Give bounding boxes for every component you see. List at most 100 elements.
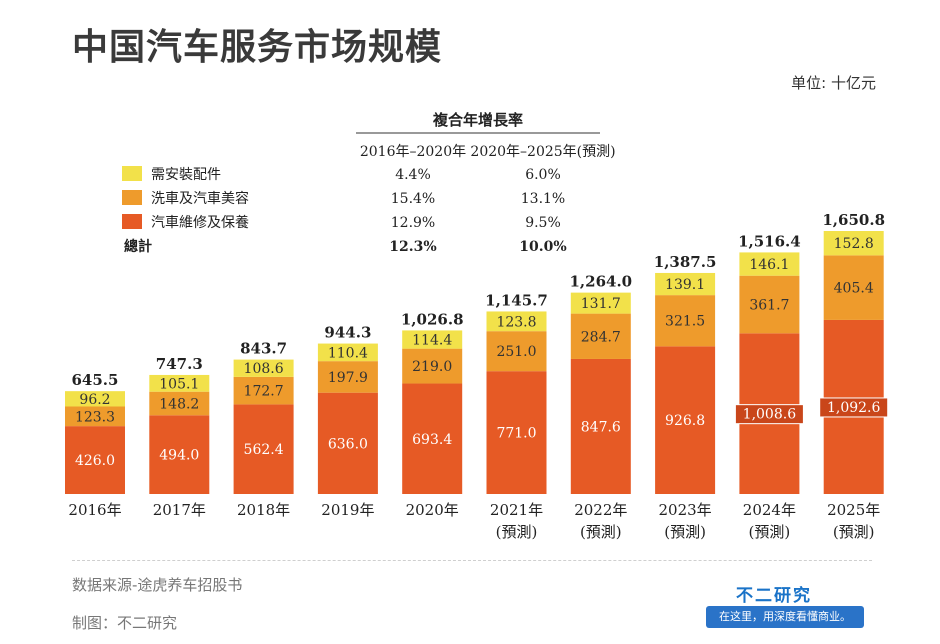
- divider: [72, 560, 872, 561]
- legend-label: 汽車維修及保養: [151, 214, 249, 231]
- bar-segment: [823, 231, 884, 256]
- data-label: 405.4: [834, 281, 874, 297]
- total-label: 1,264.0: [569, 273, 632, 291]
- bar-segment: [486, 311, 547, 332]
- data-label: 110.4: [328, 345, 368, 361]
- bar-segment: [655, 295, 716, 347]
- cagr-value: 10.0%: [519, 239, 566, 255]
- bar-segment: [486, 331, 547, 372]
- x-tick-label: 2022年: [574, 501, 627, 519]
- maker-note: 制图：不二研究: [72, 614, 178, 632]
- bar-segment: [655, 272, 716, 296]
- data-label: 251.0: [496, 344, 536, 360]
- data-label: 636.0: [328, 436, 368, 452]
- data-label: 847.6: [581, 419, 621, 435]
- data-label: 321.5: [665, 314, 705, 330]
- total-label: 944.3: [324, 324, 371, 342]
- data-label: 771.0: [496, 426, 536, 442]
- brand-logo: 不二研究: [736, 586, 812, 606]
- bar-segment: [317, 392, 378, 494]
- data-label: 146.1: [749, 257, 789, 273]
- data-label: 197.9: [328, 370, 368, 386]
- x-tick-label: 2023年: [659, 501, 712, 519]
- bar-segment: [570, 292, 631, 314]
- cagr-value: 13.1%: [521, 191, 565, 207]
- legend-label: 洗車及汽車美容: [151, 190, 249, 207]
- bar-segment: [402, 348, 463, 384]
- bar-segment: [317, 343, 378, 362]
- bar-segment: [149, 374, 210, 392]
- data-label: 426.0: [75, 453, 115, 469]
- bar-segment: [402, 330, 463, 349]
- brand-slogan: 在这里，用深度看懂商业。: [706, 606, 864, 628]
- x-tick-sublabel: (預測): [749, 523, 791, 541]
- cagr-col1-header: 2016年–2020年: [360, 144, 466, 160]
- bar-segment: [570, 358, 631, 494]
- total-label: 1,026.8: [401, 310, 464, 328]
- bar-segment: [149, 415, 210, 494]
- data-label: 219.0: [412, 359, 452, 375]
- bar-segment: [233, 404, 294, 494]
- data-label: 562.4: [244, 442, 284, 458]
- bar-segment: [65, 406, 125, 427]
- x-tick-label: 2019年: [321, 501, 374, 519]
- data-label-box: [819, 397, 889, 418]
- cagr-value: 15.4%: [391, 191, 435, 207]
- bar-segment: [65, 391, 125, 407]
- bar-segment: [655, 346, 716, 494]
- x-tick-label: 2018年: [237, 501, 290, 519]
- total-label: 747.3: [156, 355, 203, 373]
- data-label: 123.8: [496, 314, 536, 330]
- data-label: 114.4: [412, 333, 452, 349]
- bar-segment: [570, 313, 631, 359]
- data-label-box: [734, 404, 804, 425]
- total-label: 1,516.4: [738, 232, 801, 250]
- cagr-value: 6.0%: [525, 167, 561, 183]
- bar-segment: [739, 252, 800, 276]
- x-tick-label: 2025年: [827, 501, 880, 519]
- data-label: 284.7: [581, 329, 621, 345]
- page-title: 中国汽车服务市场规模: [72, 27, 443, 68]
- legend-swatch: [122, 166, 142, 181]
- cagr-header: 複合年增長率: [432, 111, 523, 129]
- total-label: 1,387.5: [654, 253, 717, 271]
- x-tick-sublabel: (預測): [664, 523, 706, 541]
- data-label: 96.2: [79, 392, 110, 408]
- data-label: 926.8: [665, 413, 705, 429]
- total-label: 1,145.7: [485, 291, 548, 309]
- data-label: 108.6: [244, 361, 284, 377]
- bar-segment: [233, 359, 294, 377]
- total-label: 1,650.8: [822, 211, 885, 229]
- bar-segment: [233, 376, 294, 405]
- cagr-value: 12.3%: [389, 239, 436, 255]
- data-label: 105.1: [159, 376, 199, 392]
- data-label: 693.4: [412, 432, 452, 448]
- data-label: 1,092.6: [827, 400, 881, 416]
- bar-segment: [149, 391, 210, 416]
- bar-segment: [65, 426, 125, 494]
- legend-label: 總計: [124, 238, 152, 255]
- total-label: 645.5: [72, 371, 119, 389]
- legend-label: 需安裝配件: [151, 167, 221, 183]
- data-label: 494.0: [159, 448, 199, 464]
- source-note: 数据来源-途虎养车招股书: [72, 576, 243, 594]
- bar-segment: [317, 361, 378, 393]
- cagr-value: 4.4%: [395, 167, 431, 183]
- cagr-value: 12.9%: [391, 215, 435, 231]
- cagr-col2-header: 2020年–2025年(預測): [470, 144, 615, 160]
- data-label: 123.3: [75, 409, 115, 425]
- data-label: 1,008.6: [743, 407, 797, 423]
- legend-swatch: [122, 190, 142, 205]
- bar-segment: [402, 383, 463, 494]
- x-tick-label: 2020年: [406, 501, 459, 519]
- data-label: 131.7: [581, 296, 621, 312]
- x-tick-sublabel: (預測): [496, 523, 538, 541]
- x-tick-label: 2021年: [490, 501, 543, 519]
- x-tick-sublabel: (預測): [580, 523, 622, 541]
- data-label: 152.8: [834, 236, 874, 252]
- x-tick-label: 2024年: [743, 501, 796, 519]
- x-tick-sublabel: (預測): [833, 523, 875, 541]
- data-label: 172.7: [244, 384, 284, 400]
- data-label: 148.2: [159, 396, 199, 412]
